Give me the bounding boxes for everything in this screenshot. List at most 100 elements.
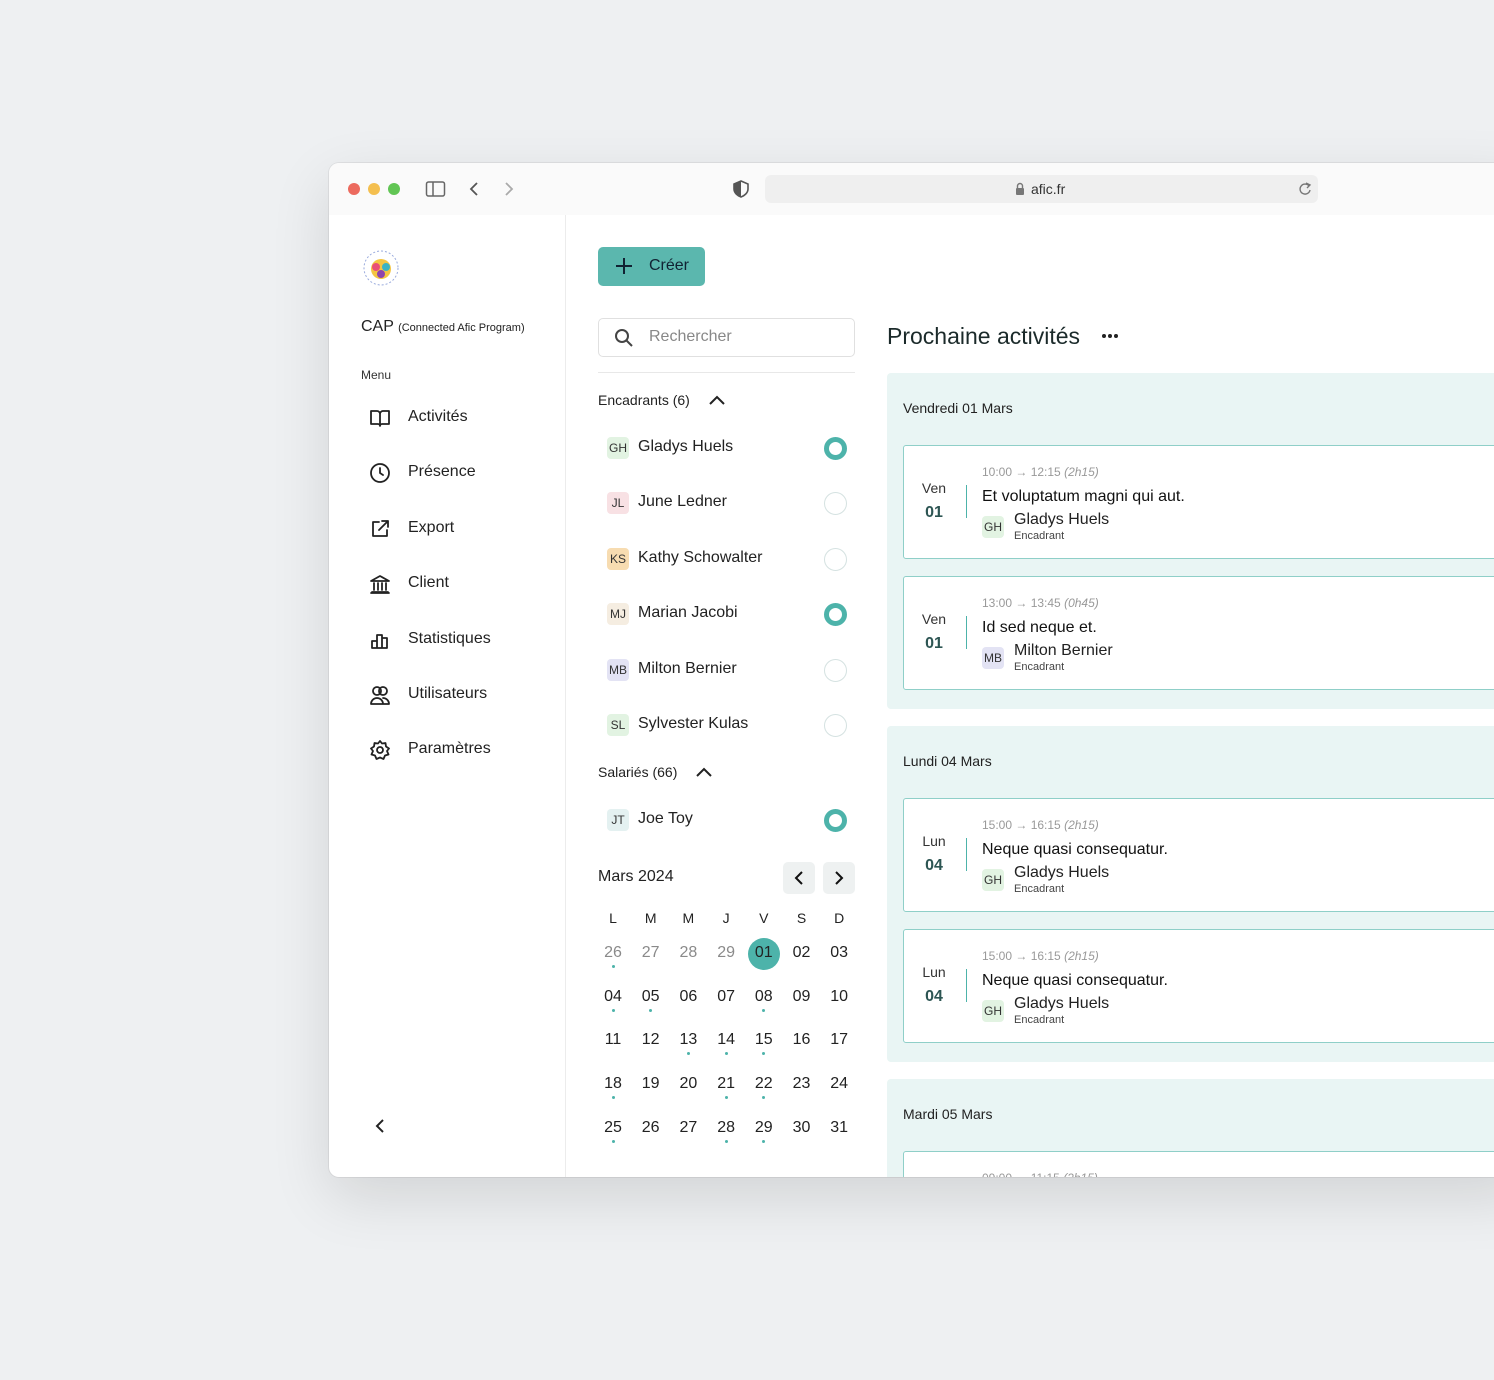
calendar-day[interactable]: 09 [792, 987, 811, 1005]
sidebar-toggle-icon[interactable] [425, 180, 447, 198]
calendar-day[interactable]: 12 [641, 1031, 660, 1049]
duration: (0h45) [1064, 596, 1099, 610]
avatar [607, 658, 629, 681]
search-icon [615, 329, 633, 347]
person-row[interactable] [598, 798, 855, 842]
event-dot [724, 1139, 728, 1143]
menu-label: Activités [408, 408, 468, 425]
next-month[interactable] [823, 862, 855, 894]
person-name: Gladys Huels [638, 438, 734, 455]
calendar-day[interactable]: 18 [604, 1075, 622, 1093]
event-dot [686, 1052, 690, 1056]
forward-icon[interactable] [502, 180, 516, 198]
event-dot [724, 1096, 728, 1100]
weekday: S [796, 910, 807, 926]
calendar-day[interactable]: 26 [641, 1118, 660, 1136]
search-box[interactable] [598, 318, 855, 357]
event-dot [762, 1139, 766, 1143]
weekday: M [644, 910, 657, 926]
radio-selected[interactable] [824, 809, 847, 832]
back-icon[interactable] [467, 180, 481, 198]
calendar-day[interactable]: 06 [679, 987, 698, 1005]
calendar-day[interactable]: 26 [604, 944, 622, 961]
selected-day [747, 938, 780, 970]
radio-selected[interactable] [824, 603, 847, 627]
plus-icon [616, 258, 632, 274]
card-divider [966, 616, 967, 649]
avatar [607, 547, 629, 570]
calendar-day[interactable]: 17 [830, 1031, 849, 1049]
menu-icon [372, 519, 389, 537]
calendar-day[interactable]: 27 [641, 944, 660, 961]
time-range: 09:00 → 11:15 [982, 1171, 1060, 1177]
card-person: Milton Bernier [1014, 642, 1113, 659]
collapse-chevron[interactable] [695, 766, 713, 778]
card-time: 15:00 → 16:15 (2h15) [982, 818, 1099, 832]
url-bar[interactable] [765, 175, 1318, 203]
menu-label: Client [408, 574, 449, 592]
calendar-day[interactable]: 01 [754, 944, 773, 961]
person-name: June Ledner [638, 493, 727, 511]
event-dot [762, 1052, 766, 1056]
event-dot [611, 1139, 615, 1143]
collapse-chevron[interactable] [708, 394, 726, 406]
card-day-num: 01 [925, 635, 943, 652]
calendar-day[interactable]: 24 [830, 1075, 849, 1093]
radio[interactable] [824, 658, 847, 682]
calendar-day[interactable]: 27 [679, 1118, 698, 1136]
calendar-day[interactable]: 15 [754, 1031, 773, 1049]
calendar-day[interactable]: 29 [717, 944, 735, 961]
calendar-day[interactable]: 30 [792, 1118, 811, 1136]
calendar-day[interactable]: 19 [641, 1075, 660, 1093]
calendar-day[interactable]: 14 [717, 1031, 735, 1049]
calendar-day[interactable]: 13 [679, 1031, 698, 1049]
radio[interactable] [824, 714, 847, 737]
radio[interactable] [824, 492, 847, 516]
calendar-day[interactable]: 16 [792, 1031, 811, 1049]
avatar [607, 809, 629, 831]
activity-card[interactable] [903, 576, 1494, 690]
calendar-day[interactable]: 04 [604, 987, 622, 1005]
calendar-day[interactable]: 20 [679, 1075, 698, 1093]
day-label: Lundi 04 Mars [903, 753, 992, 769]
calendar-day[interactable]: 28 [717, 1118, 735, 1136]
radio[interactable] [824, 547, 847, 571]
reload-icon[interactable] [1298, 181, 1312, 197]
avatar-initials: SL [610, 718, 626, 732]
activity-card[interactable] [903, 445, 1494, 559]
separator [598, 372, 855, 373]
card-divider [966, 838, 967, 871]
calendar-day[interactable]: 10 [830, 987, 849, 1005]
prev-month[interactable] [783, 862, 815, 894]
create-button[interactable] [598, 247, 705, 286]
logo [363, 250, 399, 286]
calendar-day[interactable]: 11 [604, 1031, 622, 1049]
calendar-day[interactable]: 29 [754, 1118, 773, 1136]
menu-label: Export [408, 518, 455, 536]
calendar-day[interactable]: 23 [792, 1075, 811, 1093]
avatar-initials: MB [609, 662, 627, 677]
collapse-icon[interactable] [373, 1117, 387, 1135]
activity-card[interactable] [903, 1151, 1494, 1177]
avatar-initials: GH [984, 1004, 1002, 1018]
card-role: Encadrant [1014, 530, 1065, 542]
radio-selected[interactable] [824, 437, 847, 460]
weekday: J [722, 910, 730, 926]
calendar-day[interactable]: 25 [604, 1118, 622, 1136]
calendar-day[interactable]: 08 [754, 987, 773, 1005]
calendar-day[interactable]: 28 [679, 944, 698, 961]
more-icon[interactable] [1101, 332, 1119, 340]
calendar-day[interactable]: 07 [717, 987, 735, 1005]
calendar-day[interactable]: 05 [641, 987, 660, 1005]
browser-window: afic.fr CAP (Connected Afic Program) Men… [329, 163, 1494, 1177]
calendar-day[interactable]: 21 [717, 1075, 735, 1093]
activity-card[interactable] [903, 929, 1494, 1043]
day-label: Mardi 05 Mars [903, 1106, 993, 1122]
calendar-day[interactable]: 03 [830, 944, 849, 961]
activity-card[interactable] [903, 798, 1494, 912]
calendar-day[interactable]: 31 [830, 1118, 849, 1136]
calendar-day[interactable]: 22 [754, 1075, 773, 1093]
calendar-day[interactable]: 02 [792, 944, 811, 961]
card-day-short: Lun [922, 964, 946, 980]
card-person: Gladys Huels [1014, 511, 1110, 528]
